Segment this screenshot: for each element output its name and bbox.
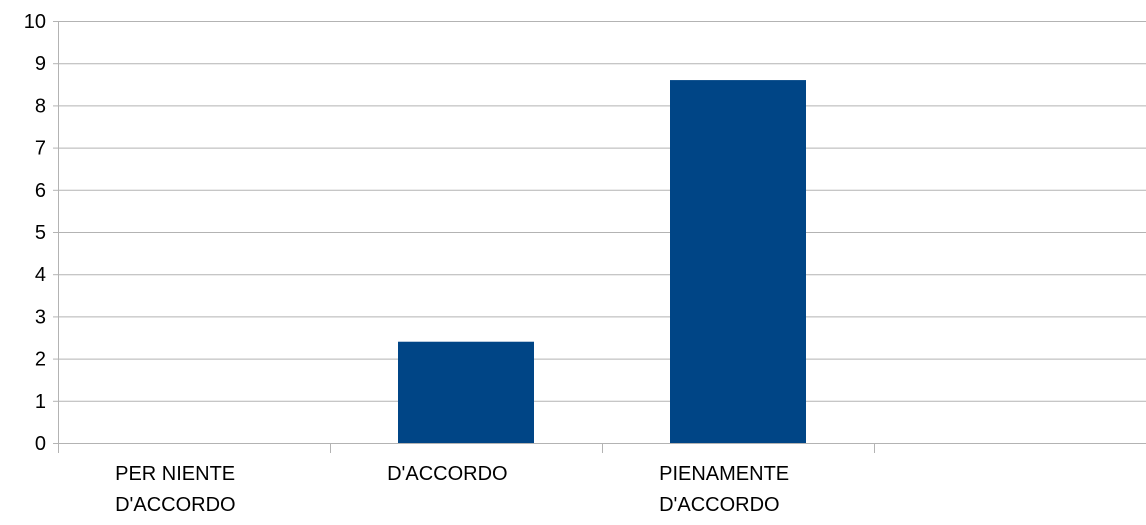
axes [53,21,875,453]
y-tick-label: 0 [35,433,46,455]
y-tick-label: 6 [35,180,46,202]
y-tick-label: 7 [35,138,46,160]
bar [670,80,806,443]
x-tick-label: PIENAMENTE D'ACCORDO [659,463,789,516]
y-tick-labels: 0 1 2 3 4 5 6 7 8 9 10 [24,11,46,455]
y-tick-label: 1 [35,391,46,413]
bars [398,80,806,443]
grid-lines [58,21,1146,444]
y-tick-label: 5 [35,222,46,244]
y-tick-label: 8 [35,95,46,117]
x-tick-label-line: D'ACCORDO [659,494,780,516]
x-tick-label-line: D'ACCORDO [387,463,508,485]
x-tick-label: D'ACCORDO [387,463,508,485]
x-tick-label-line: PER NIENTE [115,463,235,485]
y-tick-label: 4 [35,264,46,286]
x-tick-label-line: PIENAMENTE [659,463,789,485]
y-tick-label: 2 [35,349,46,371]
y-tick-label: 3 [35,306,46,328]
x-tick-label: PER NIENTE D'ACCORDO [115,463,235,516]
x-tick-labels: PER NIENTE D'ACCORDO D'ACCORDO PIENAMENTE D'… [115,463,789,516]
bar [398,341,534,443]
x-tick-label-line: D'ACCORDO [115,494,235,516]
y-tick-label: 10 [24,11,46,33]
y-tick-label: 9 [35,53,46,75]
